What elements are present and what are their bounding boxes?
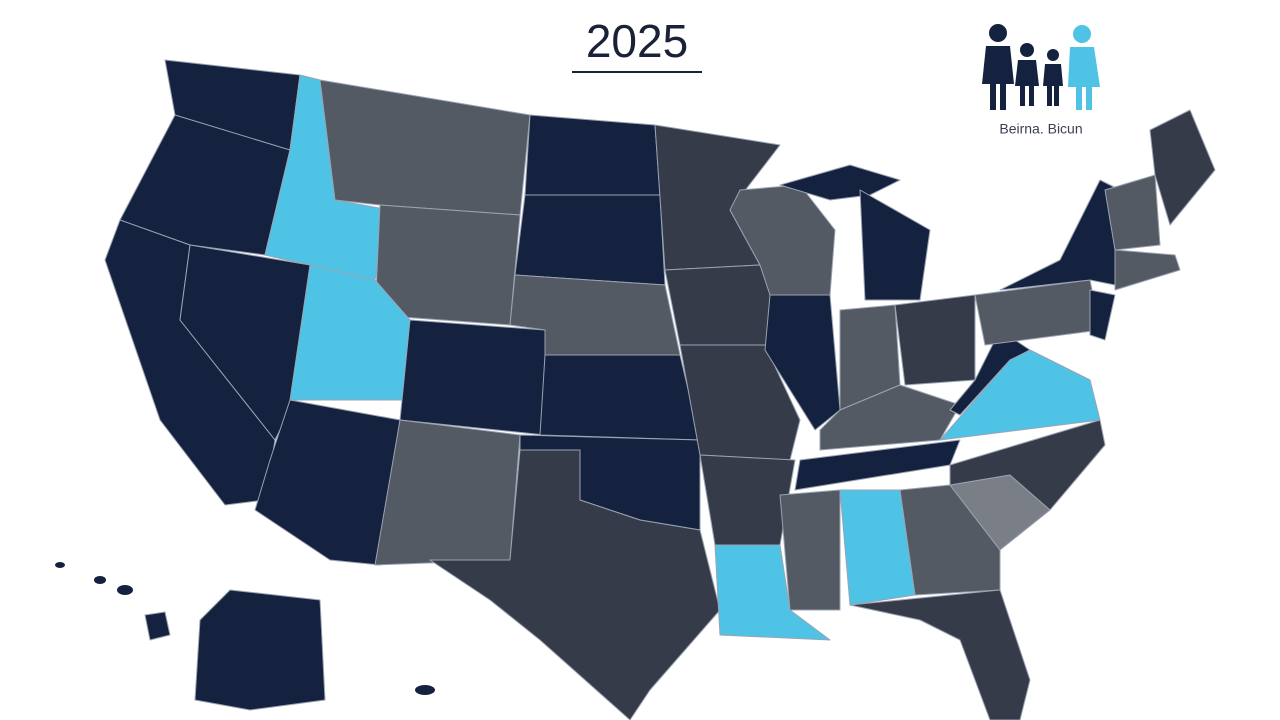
family-logo: Beirna. Bicun (982, 24, 1100, 137)
map-title: 2025 (586, 15, 688, 67)
logo-caption: Beirna. Bicun (999, 121, 1082, 137)
us-map (55, 59, 1216, 720)
